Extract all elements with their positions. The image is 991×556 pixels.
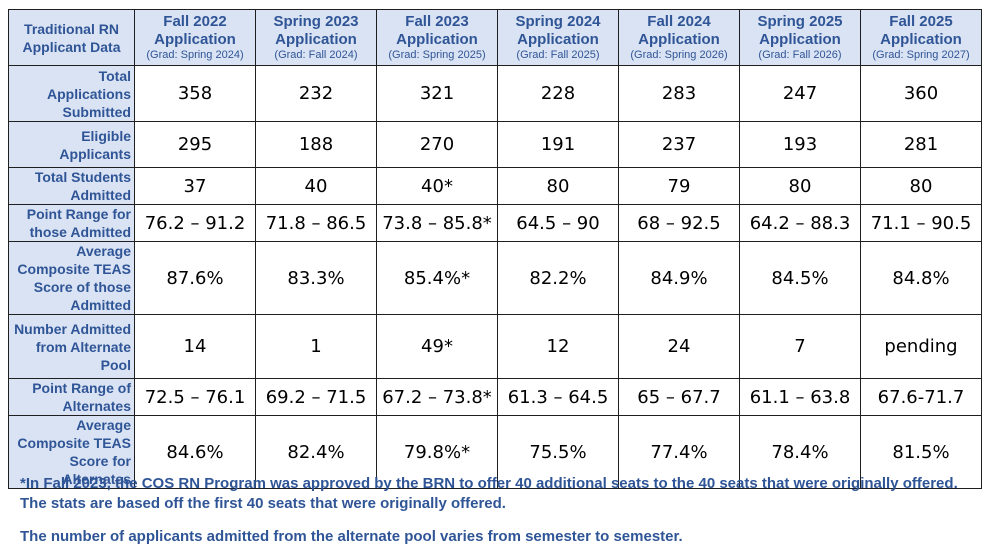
table-cell: 84.5%	[739, 241, 861, 315]
table-cell: 40*	[376, 167, 498, 205]
table-cell: 80	[860, 167, 982, 205]
table-cell: 76.2 – 91.2	[134, 204, 256, 242]
table-cell: 81.5%	[860, 415, 982, 489]
table-cell: pending	[860, 314, 982, 379]
table-cell: 65 – 67.7	[618, 378, 740, 416]
table-cell: 80	[739, 167, 861, 205]
column-header: Fall 2024 Application (Grad: Spring 2026)	[618, 9, 740, 66]
table-cell: 191	[497, 121, 619, 168]
column-title: Fall 2023 Application	[396, 13, 478, 48]
table-cell: 68 – 92.5	[618, 204, 740, 242]
table-cell: 12	[497, 314, 619, 379]
table-cell: 69.2 – 71.5	[255, 378, 377, 416]
table-cell: 83.3%	[255, 241, 377, 315]
table-cell: 321	[376, 65, 498, 122]
table-cell: 82.4%	[255, 415, 377, 489]
table-cell: 232	[255, 65, 377, 122]
column-header: Spring 2024 Application (Grad: Fall 2025)	[497, 9, 619, 66]
column-grad-term: (Grad: Fall 2024)	[274, 49, 358, 61]
table-cell: 247	[739, 65, 861, 122]
row-label: Average Composite TEAS Score for Alterna…	[8, 415, 135, 489]
table-row: Number Admitted from Alternate Pool 14 1 49…	[8, 314, 982, 379]
row-label: Number Admitted from Alternate Pool	[8, 314, 135, 379]
column-title: Fall 2024 Application	[638, 13, 720, 48]
column-header: Spring 2023 Application (Grad: Fall 2024)	[255, 9, 377, 66]
header-row: Traditional RN Applicant Data Fall 2022 A…	[8, 9, 982, 66]
column-grad-term: (Grad: Fall 2026)	[758, 49, 842, 61]
table-row: Total Students Admitted 37 40 40* 80 79 80 80	[8, 167, 982, 205]
table-row: Eligible Applicants 295 188 270 191 237 193 281	[8, 121, 982, 168]
table-cell: 77.4%	[618, 415, 740, 489]
row-label: Eligible Applicants	[8, 121, 135, 168]
column-title: Fall 2025 Application	[880, 13, 962, 48]
table-cell: 37	[134, 167, 256, 205]
table-cell: 85.4%*	[376, 241, 498, 315]
table-cell: 71.1 – 90.5	[860, 204, 982, 242]
table-cell: 24	[618, 314, 740, 379]
table-cell: 72.5 – 76.1	[134, 378, 256, 416]
footnote-additional-seats: *In Fall 2023, the COS RN Program was ap…	[20, 475, 958, 512]
table-row: Total Applications Submitted 358 232 321 228…	[8, 65, 982, 122]
table-row: Point Range of Alternates 72.5 – 76.1 69.2…	[8, 378, 982, 416]
row-label: Average Composite TEAS Score of those Ad…	[8, 241, 135, 315]
column-header: Spring 2025 Application (Grad: Fall 2026)	[739, 9, 861, 66]
row-label: Point Range for those Admitted	[8, 204, 135, 242]
table-cell: 87.6%	[134, 241, 256, 315]
table-row: Point Range for those Admitted 76.2 – 91.…	[8, 204, 982, 242]
column-grad-term: (Grad: Spring 2025)	[388, 49, 486, 61]
table-row: Average Composite TEAS Score of those Ad…	[8, 241, 982, 315]
table-cell: 64.5 – 90	[497, 204, 619, 242]
table-cell: 61.3 – 64.5	[497, 378, 619, 416]
applicant-data-table: Traditional RN Applicant Data Fall 2022 A…	[8, 9, 982, 489]
column-title: Spring 2025 Application	[757, 13, 843, 48]
table-cell: 80	[497, 167, 619, 205]
column-grad-term: (Grad: Spring 2024)	[146, 49, 244, 61]
table-cell: 84.8%	[860, 241, 982, 315]
table-cell: 84.9%	[618, 241, 740, 315]
table-cell: 79	[618, 167, 740, 205]
column-title: Fall 2022 Application	[154, 13, 236, 48]
table-cell: 75.5%	[497, 415, 619, 489]
row-label: Total Students Admitted	[8, 167, 135, 205]
footnote-alternate-pool: The number of applicants admitted from t…	[20, 528, 683, 545]
table-cell: 78.4%	[739, 415, 861, 489]
table-cell: 295	[134, 121, 256, 168]
column-header: Fall 2022 Application (Grad: Spring 2024)	[134, 9, 256, 66]
row-label: Point Range of Alternates	[8, 378, 135, 416]
column-header: Fall 2023 Application (Grad: Spring 2025)	[376, 9, 498, 66]
table-cell: 360	[860, 65, 982, 122]
row-label: Total Applications Submitted	[8, 65, 135, 122]
column-grad-term: (Grad: Spring 2027)	[872, 49, 970, 61]
table-cell: 193	[739, 121, 861, 168]
table-cell: 270	[376, 121, 498, 168]
table-cell: 40	[255, 167, 377, 205]
table-cell: 73.8 – 85.8*	[376, 204, 498, 242]
table-cell: 228	[497, 65, 619, 122]
column-header: Fall 2025 Application (Grad: Spring 2027)	[860, 9, 982, 66]
table-cell: 61.1 – 63.8	[739, 378, 861, 416]
table-cell: 188	[255, 121, 377, 168]
table-cell: 281	[860, 121, 982, 168]
table-cell: 358	[134, 65, 256, 122]
table-cell: 67.2 – 73.8*	[376, 378, 498, 416]
column-title: Spring 2024 Application	[515, 13, 601, 48]
table-cell: 82.2%	[497, 241, 619, 315]
table-cell: 71.8 – 86.5	[255, 204, 377, 242]
table-cell: 14	[134, 314, 256, 379]
corner-header: Traditional RN Applicant Data	[8, 9, 135, 66]
column-grad-term: (Grad: Fall 2025)	[516, 49, 600, 61]
table-cell: 237	[618, 121, 740, 168]
column-grad-term: (Grad: Spring 2026)	[630, 49, 728, 61]
table-cell: 1	[255, 314, 377, 379]
table-cell: 7	[739, 314, 861, 379]
table-cell: 64.2 – 88.3	[739, 204, 861, 242]
table-cell: 67.6-71.7	[860, 378, 982, 416]
table-cell: 49*	[376, 314, 498, 379]
table-row: Average Composite TEAS Score for Alterna…	[8, 415, 982, 489]
table-cell: 79.8%*	[376, 415, 498, 489]
column-title: Spring 2023 Application	[273, 13, 359, 48]
table-cell: 283	[618, 65, 740, 122]
